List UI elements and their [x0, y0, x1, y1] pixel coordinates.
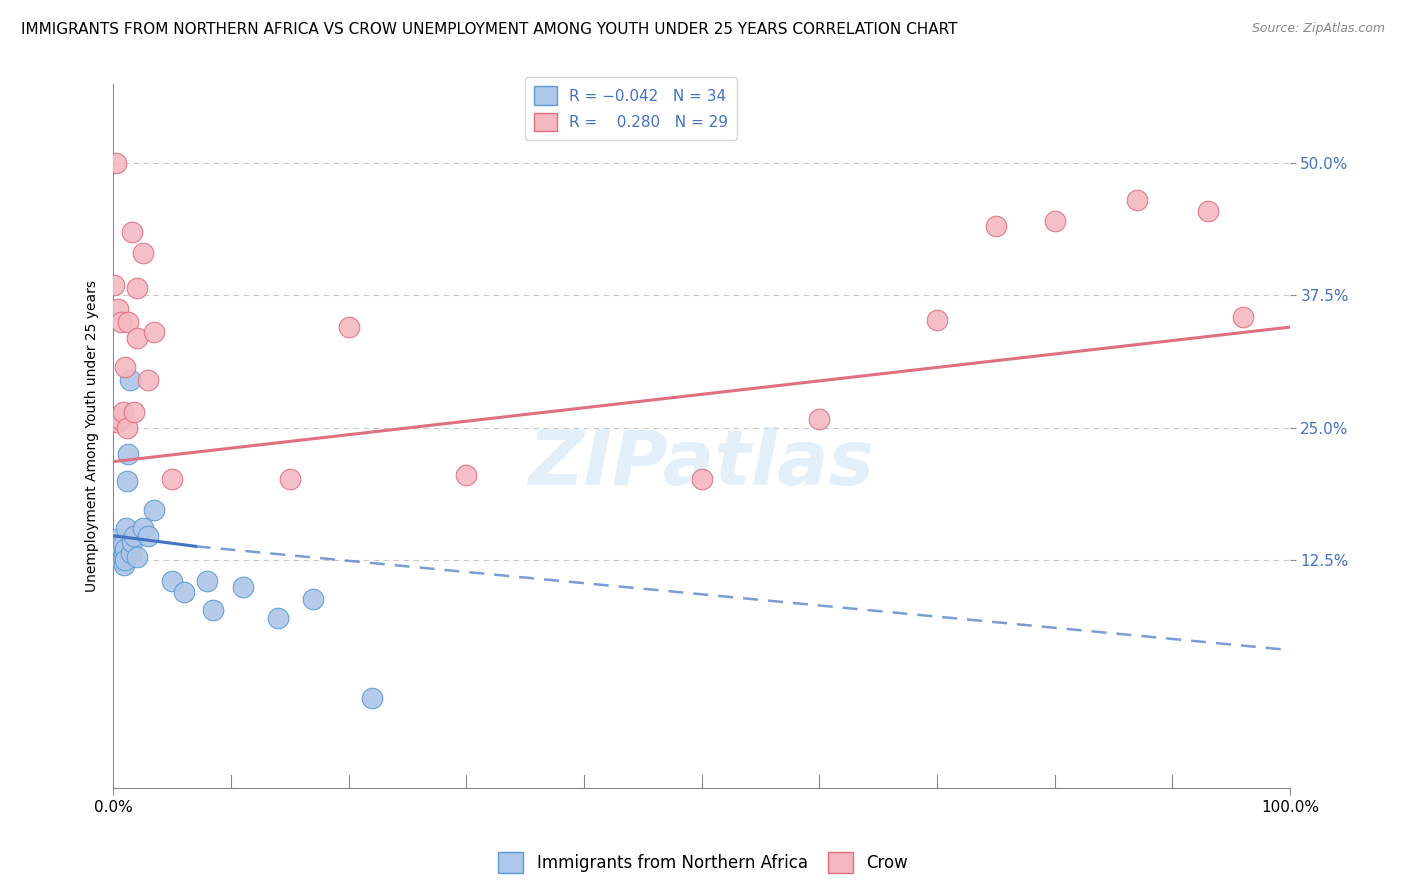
Point [110, 412, 132, 426]
Point [115, 521, 138, 535]
Point [112, 558, 135, 573]
Point [160, 574, 183, 589]
Point [1197, 203, 1219, 218]
Point [112, 546, 135, 560]
Point [143, 326, 166, 340]
Legend: R = −0.042   N = 34, R =    0.280   N = 29: R = −0.042 N = 34, R = 0.280 N = 29 [524, 77, 737, 140]
Point [302, 592, 325, 607]
Point [143, 503, 166, 517]
Point [107, 548, 129, 562]
Point [121, 225, 143, 239]
Point [173, 585, 195, 599]
Point [984, 219, 1007, 234]
Point [104, 542, 127, 557]
Y-axis label: Unemployment Among Youth under 25 years: Unemployment Among Youth under 25 years [86, 280, 100, 591]
Point [125, 549, 148, 564]
Point [111, 405, 134, 419]
Legend: Immigrants from Northern Africa, Crow: Immigrants from Northern Africa, Crow [492, 846, 914, 880]
Point [105, 532, 128, 546]
Point [202, 603, 225, 617]
Point [110, 546, 132, 560]
Point [690, 471, 713, 485]
Point [120, 546, 142, 560]
Point [108, 549, 131, 564]
Point [105, 416, 128, 430]
Point [125, 281, 148, 295]
Point [267, 611, 290, 625]
Point [117, 315, 139, 329]
Point [118, 373, 141, 387]
Point [117, 474, 139, 488]
Point [138, 529, 160, 543]
Point [110, 549, 132, 564]
Text: IMMIGRANTS FROM NORTHERN AFRICA VS CROW UNEMPLOYMENT AMONG YOUTH UNDER 25 YEARS : IMMIGRANTS FROM NORTHERN AFRICA VS CROW … [21, 22, 957, 37]
Point [278, 471, 301, 485]
Point [114, 360, 136, 375]
Point [232, 580, 254, 594]
Point [808, 412, 831, 426]
Point [110, 553, 132, 567]
Point [117, 420, 139, 434]
Point [1232, 310, 1254, 324]
Point [138, 373, 160, 387]
Point [108, 539, 131, 553]
Point [131, 521, 153, 535]
Point [125, 331, 148, 345]
Point [107, 302, 129, 317]
Point [114, 553, 136, 567]
Point [131, 246, 153, 260]
Point [114, 542, 136, 557]
Point [104, 156, 127, 170]
Text: Source: ZipAtlas.com: Source: ZipAtlas.com [1251, 22, 1385, 36]
Point [111, 549, 134, 564]
Point [160, 471, 183, 485]
Point [111, 537, 134, 551]
Point [103, 277, 125, 292]
Point [121, 535, 143, 549]
Point [1126, 193, 1149, 207]
Point [361, 690, 384, 705]
Point [337, 320, 360, 334]
Point [124, 405, 146, 419]
Point [456, 468, 478, 483]
Point [117, 447, 139, 461]
Text: ZIPatlas: ZIPatlas [529, 426, 875, 500]
Point [124, 529, 146, 543]
Point [925, 312, 948, 326]
Point [195, 574, 218, 589]
Point [110, 542, 132, 557]
Point [1043, 214, 1066, 228]
Point [110, 315, 132, 329]
